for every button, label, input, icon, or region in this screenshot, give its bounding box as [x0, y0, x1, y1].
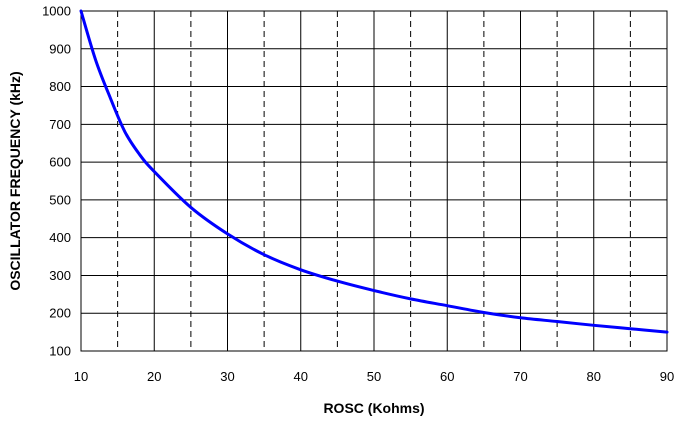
y-tick-label: 300 [49, 268, 71, 283]
y-tick-label: 600 [49, 155, 71, 170]
x-tick-label: 80 [587, 369, 601, 384]
y-tick-label: 500 [49, 192, 71, 207]
x-tick-label: 40 [294, 369, 308, 384]
y-tick-label: 400 [49, 230, 71, 245]
y-axis-title: OSCILLATOR FREQUENCY (kHz) [7, 71, 23, 290]
x-tick-label: 60 [440, 369, 454, 384]
x-tick-label: 30 [220, 369, 234, 384]
y-tick-label: 700 [49, 117, 71, 132]
y-tick-label: 800 [49, 79, 71, 94]
y-tick-label: 100 [49, 344, 71, 359]
x-tick-label: 50 [367, 369, 381, 384]
x-tick-label: 20 [147, 369, 161, 384]
x-tick-label: 10 [74, 369, 88, 384]
series-group [79, 9, 669, 334]
grid [81, 11, 667, 351]
x-tick-label: 90 [660, 369, 674, 384]
x-axis-title: ROSC (Kohms) [323, 400, 424, 416]
y-tick-label: 200 [49, 306, 71, 321]
y-tick-labels: 100 200 300 400 500 600 700 800 900 1000 [42, 4, 71, 359]
plot-frame [80, 10, 668, 352]
series-line [79, 9, 669, 334]
x-tick-label: 70 [513, 369, 527, 384]
y-tick-label: 900 [49, 41, 71, 56]
x-tick-labels: 10 20 30 40 50 60 70 80 90 [74, 369, 674, 384]
y-tick-label: 1000 [42, 4, 71, 19]
